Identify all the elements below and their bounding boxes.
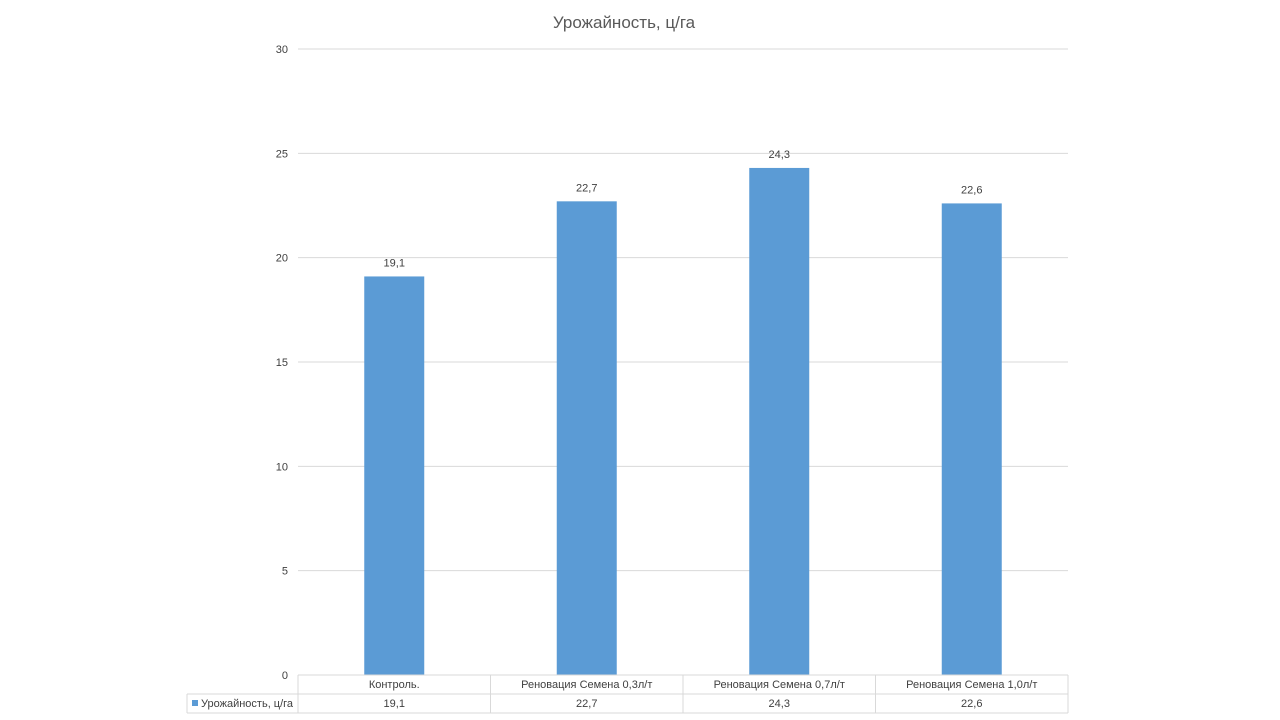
table-value: 22,7 — [576, 698, 597, 710]
x-tick-label: Реновация Семена 0,3л/т — [521, 679, 652, 691]
bar — [749, 167, 810, 675]
y-tick-label: 10 — [276, 461, 288, 473]
gridlines — [298, 48, 1068, 572]
y-tick-label: 15 — [276, 357, 288, 369]
legend-key — [192, 700, 198, 706]
x-tick-label: Контроль. — [369, 679, 420, 691]
data-labels: 19,1 22,7 24,3 22,6 — [384, 149, 983, 270]
table-value: 19,1 — [384, 698, 405, 710]
y-tick-label: 30 — [276, 44, 288, 56]
data-table: Контроль. Реновация Семена 0,3л/т Реноваци… — [186, 674, 1069, 714]
bar — [941, 203, 1002, 675]
data-label: 24,3 — [769, 149, 790, 161]
table-value: 24,3 — [769, 698, 790, 710]
x-tick-label: Реновация Семена 0,7л/т — [714, 679, 845, 691]
data-label: 22,6 — [961, 184, 982, 196]
x-tick-label: Реновация Семена 1,0л/т — [906, 679, 1037, 691]
y-tick-label: 0 — [282, 670, 288, 682]
data-label: 22,7 — [576, 182, 597, 194]
bars — [364, 167, 1002, 675]
y-axis-ticks: 0 5 10 15 20 25 30 — [276, 44, 288, 682]
table-value: 22,6 — [961, 698, 982, 710]
data-label: 19,1 — [384, 257, 405, 269]
bar — [364, 276, 425, 675]
y-tick-label: 25 — [276, 148, 288, 160]
y-tick-label: 5 — [282, 566, 288, 578]
chart-title: Урожайность, ц/га — [553, 13, 696, 32]
y-tick-label: 20 — [276, 253, 288, 265]
bar — [556, 201, 617, 675]
legend-series-name: Урожайность, ц/га — [201, 698, 294, 710]
